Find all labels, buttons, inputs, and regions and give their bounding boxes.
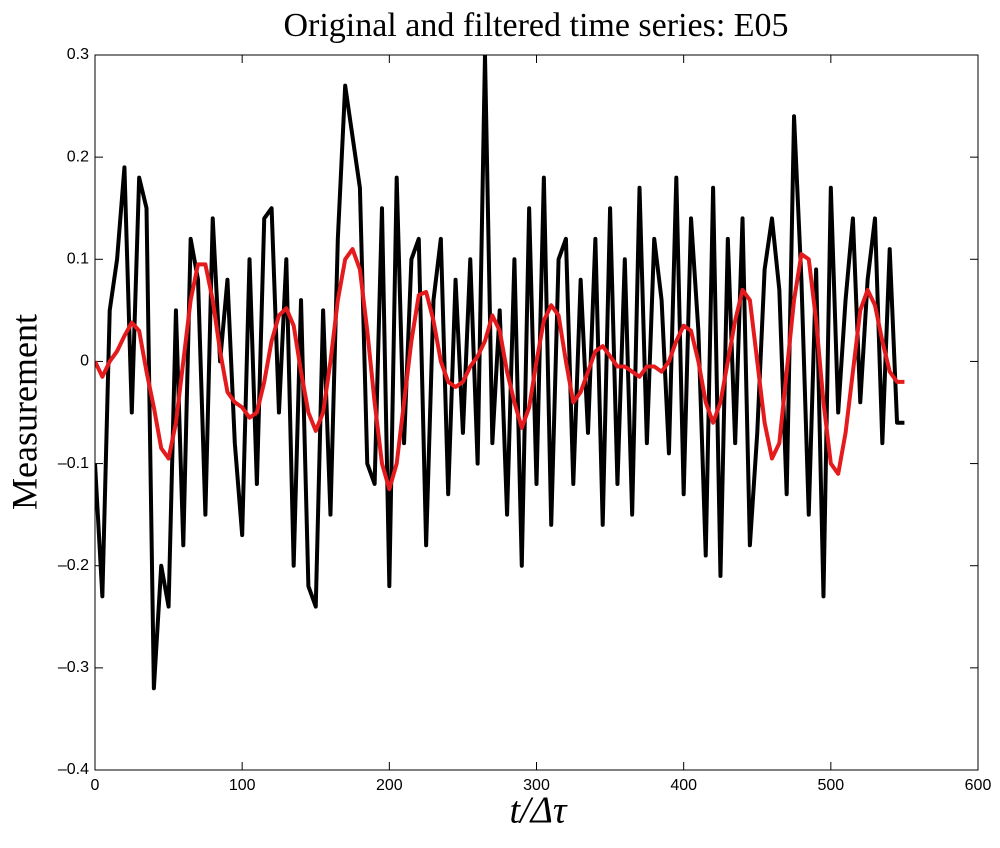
- x-tick-label: 0: [91, 777, 100, 794]
- x-tick-label: 400: [670, 777, 697, 794]
- x-tick-label: 200: [376, 777, 403, 794]
- x-axis-label: t/Δτ: [509, 790, 567, 832]
- y-axis-label: Measurement: [4, 314, 44, 510]
- y-tick-label: 0.3: [67, 46, 89, 63]
- y-tick-label: –0.4: [58, 761, 89, 778]
- y-tick-label: –0.1: [58, 455, 89, 472]
- series-line: [95, 55, 905, 691]
- x-tick-label: 300: [523, 777, 550, 794]
- chart-title: Original and filtered time series: E05: [283, 7, 788, 44]
- y-tick-label: –0.2: [58, 557, 89, 574]
- x-tick-label: 600: [965, 777, 992, 794]
- y-tick-label: –0.3: [58, 659, 89, 676]
- series-line: [95, 247, 905, 492]
- y-tick-label: 0.2: [67, 148, 89, 165]
- x-tick-label: 100: [229, 777, 256, 794]
- y-tick-label: 0: [80, 353, 89, 370]
- y-tick-label: 0.1: [67, 251, 89, 268]
- plot-frame: [94, 54, 979, 771]
- x-tick-label: 500: [817, 777, 844, 794]
